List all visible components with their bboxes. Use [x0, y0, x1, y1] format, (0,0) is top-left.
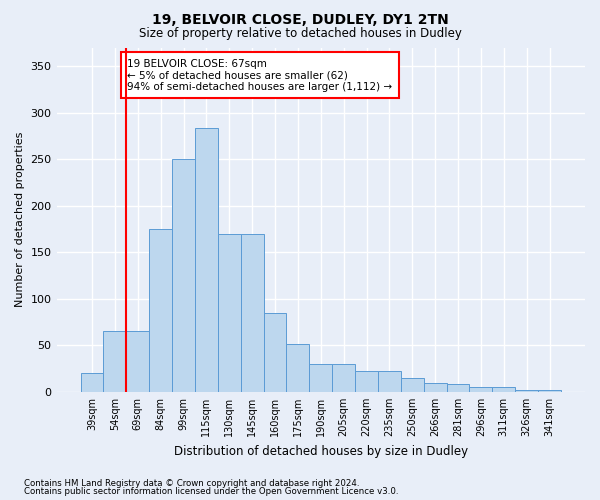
Bar: [172, 159, 195, 392]
Bar: [241, 234, 263, 392]
Bar: [446, 384, 469, 392]
Bar: [493, 388, 515, 392]
Y-axis label: Number of detached properties: Number of detached properties: [15, 132, 25, 308]
Text: Contains public sector information licensed under the Open Government Licence v3: Contains public sector information licen…: [24, 487, 398, 496]
Text: 19, BELVOIR CLOSE, DUDLEY, DY1 2TN: 19, BELVOIR CLOSE, DUDLEY, DY1 2TN: [152, 12, 448, 26]
Bar: [424, 382, 446, 392]
Bar: [310, 364, 332, 392]
Bar: [469, 388, 493, 392]
Bar: [195, 128, 218, 392]
Bar: [286, 344, 310, 392]
Bar: [127, 332, 149, 392]
Text: Contains HM Land Registry data © Crown copyright and database right 2024.: Contains HM Land Registry data © Crown c…: [24, 478, 359, 488]
Text: 19 BELVOIR CLOSE: 67sqm
← 5% of detached houses are smaller (62)
94% of semi-det: 19 BELVOIR CLOSE: 67sqm ← 5% of detached…: [127, 58, 392, 92]
X-axis label: Distribution of detached houses by size in Dudley: Distribution of detached houses by size …: [174, 444, 468, 458]
Bar: [332, 364, 355, 392]
Bar: [401, 378, 424, 392]
Text: Size of property relative to detached houses in Dudley: Size of property relative to detached ho…: [139, 28, 461, 40]
Bar: [149, 229, 172, 392]
Bar: [218, 234, 241, 392]
Bar: [80, 374, 103, 392]
Bar: [378, 372, 401, 392]
Bar: [355, 372, 378, 392]
Bar: [538, 390, 561, 392]
Bar: [263, 313, 286, 392]
Bar: [515, 390, 538, 392]
Bar: [103, 332, 127, 392]
